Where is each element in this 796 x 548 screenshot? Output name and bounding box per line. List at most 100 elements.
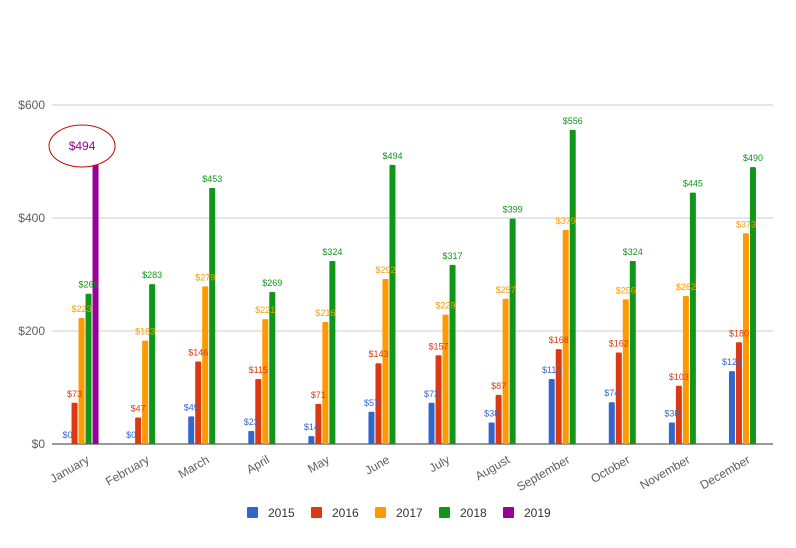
bar-2016-march <box>195 361 202 444</box>
bar-2017-may <box>322 321 329 444</box>
data-label-2016-october: $162 <box>609 338 629 348</box>
data-label-2016-july: $157 <box>429 341 449 351</box>
data-label-2017-may: $216 <box>315 308 335 318</box>
bar-2015-april <box>248 431 255 444</box>
bar-2016-april <box>255 379 262 444</box>
y-tick-label: $600 <box>18 98 45 112</box>
annotation-label: $494 <box>69 139 96 153</box>
legend-swatch-2016 <box>311 507 322 518</box>
data-label-2017-july: $229 <box>436 301 456 311</box>
annotation: $494 <box>48 124 116 168</box>
bar-2016-november <box>675 385 682 444</box>
x-tick-label-april: April <box>244 452 272 476</box>
data-label-2016-january: $73 <box>67 389 82 399</box>
data-label-2018-august: $399 <box>503 205 523 215</box>
bar-2017-march <box>202 286 209 444</box>
data-label-2017-august: $257 <box>496 285 516 295</box>
bar-2017-april <box>262 319 269 444</box>
data-label-2017-november: $262 <box>676 282 696 292</box>
bar-2018-june <box>389 164 396 444</box>
data-label-2016-february: $47 <box>131 403 146 413</box>
bar-2016-october <box>615 352 622 444</box>
data-label-2017-october: $256 <box>616 285 636 295</box>
x-tick-label-march: March <box>176 452 212 481</box>
data-label-2015-june: $57 <box>364 398 379 408</box>
bar-2015-december <box>728 371 735 444</box>
data-label-2015-february: $0 <box>126 430 136 440</box>
bar-2018-february <box>149 284 156 444</box>
bar-2015-july <box>428 402 435 444</box>
x-tick-label-november: November <box>637 452 692 492</box>
x-tick-label-september: September <box>514 452 572 493</box>
bar-2016-august <box>495 394 502 444</box>
data-label-2015-december: $129 <box>722 357 742 367</box>
bar-2018-march <box>209 188 216 444</box>
bar-2017-august <box>502 298 509 444</box>
bar-2015-october <box>608 402 615 444</box>
data-label-2015-may: $14 <box>304 422 319 432</box>
bar-2017-january <box>78 318 85 444</box>
bar-2016-february <box>135 417 142 444</box>
data-label-2018-february: $283 <box>142 270 162 280</box>
data-label-2016-december: $180 <box>729 328 749 338</box>
y-axis-tick-labels: $0 $200 $400 $600 <box>18 98 45 451</box>
x-tick-label-february: February <box>103 452 152 488</box>
bar-2018-december <box>749 167 756 444</box>
data-label-2017-january: $223 <box>72 304 92 314</box>
data-label-2017-june: $292 <box>375 265 395 275</box>
data-label-2018-november: $445 <box>683 179 703 189</box>
data-labels: $0 $73 $223 $266 $0 $47 $183 $283 $49 $146 $279 $45… <box>63 116 763 440</box>
x-tick-label-october: October <box>588 452 632 485</box>
data-label-2016-september: $168 <box>549 335 569 345</box>
legend-swatch-2015 <box>247 507 258 518</box>
bar-2015-june <box>368 411 375 444</box>
bar-2016-july <box>435 355 442 444</box>
x-tick-label-august: August <box>473 452 513 483</box>
annotation-ellipse <box>48 124 116 168</box>
data-label-2015-august: $38 <box>484 409 499 419</box>
data-label-2016-may: $71 <box>311 390 326 400</box>
data-label-2018-october: $324 <box>623 247 643 257</box>
data-label-2015-march: $49 <box>184 402 199 412</box>
x-tick-label-december: December <box>698 452 753 492</box>
y-tick-label: $200 <box>18 324 45 338</box>
data-label-2017-december: $373 <box>736 219 756 229</box>
legend-label-2019: 2019 <box>524 506 551 520</box>
data-label-2015-july: $73 <box>424 389 439 399</box>
data-label-2016-november: $103 <box>669 372 689 382</box>
legend-swatch-2019 <box>503 507 514 518</box>
data-label-2015-september: $115 <box>542 365 561 375</box>
bar-2018-november <box>689 192 696 444</box>
data-label-2018-september: $556 <box>563 116 583 126</box>
bar-2016-may <box>315 403 322 444</box>
bar-2015-september <box>548 379 555 444</box>
x-tick-label-june: June <box>362 452 392 477</box>
bar-2016-january <box>71 402 78 444</box>
data-label-2016-june: $143 <box>368 349 388 359</box>
bar-2017-september <box>562 229 569 444</box>
data-label-2018-january: $266 <box>79 280 99 290</box>
legend: 2015 2016 2017 2018 2019 <box>247 506 551 520</box>
gridlines <box>52 104 773 445</box>
data-label-2018-may: $324 <box>322 247 342 257</box>
bar-2018-september <box>569 129 576 445</box>
bar-2018-october <box>629 260 636 444</box>
bar-2016-june <box>375 363 382 444</box>
bars <box>71 129 756 445</box>
bar-2017-october <box>622 299 629 444</box>
bar-2017-july <box>442 314 449 444</box>
bar-2018-august <box>509 218 516 444</box>
bar-2018-july <box>449 264 456 444</box>
bar-2015-march <box>188 416 195 444</box>
bar-2017-june <box>382 279 389 444</box>
data-label-2018-july: $317 <box>443 251 463 261</box>
data-label-2015-november: $38 <box>664 409 679 419</box>
bar-2018-january <box>85 293 92 444</box>
data-label-2017-april: $221 <box>255 305 275 315</box>
bar-2017-november <box>682 295 689 444</box>
legend-label-2018: 2018 <box>460 506 487 520</box>
bar-2015-may <box>308 436 315 444</box>
x-tick-label-may: May <box>305 452 332 475</box>
bar-2018-may <box>329 260 336 444</box>
